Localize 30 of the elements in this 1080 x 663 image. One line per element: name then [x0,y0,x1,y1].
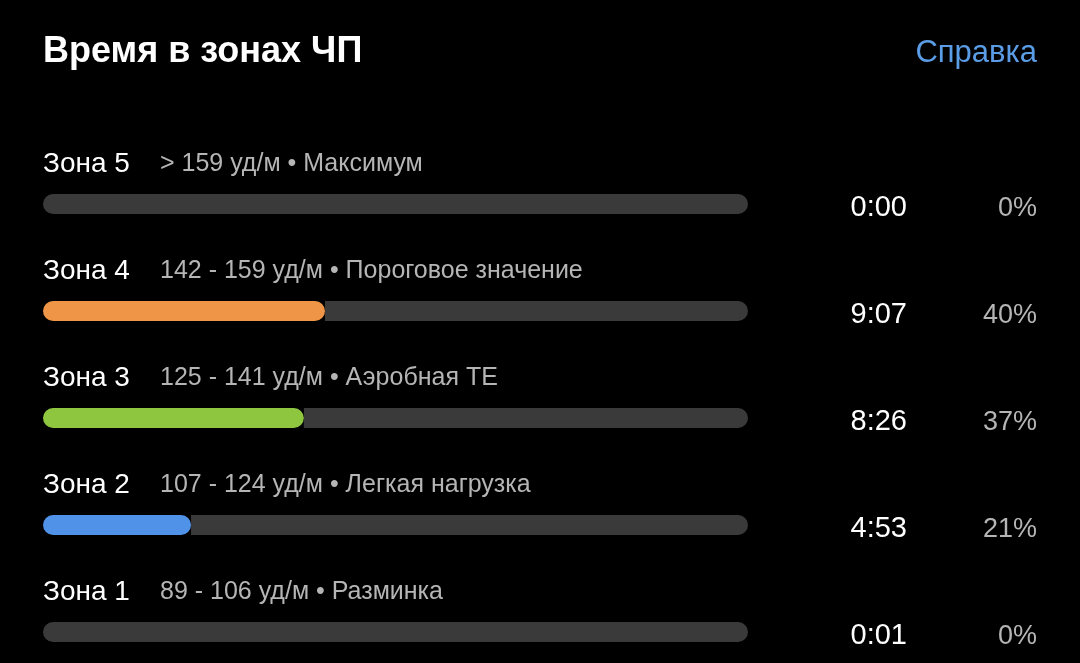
y-tick-label: Зона 3 [43,361,130,392]
text: 9:07 [850,297,907,329]
annotation: 142 - 159 уд/м • Пороговое значение [160,255,583,283]
data-label: 0% [997,192,1037,222]
text: 0:01 [850,618,907,650]
bar [43,301,325,321]
y-tick-label: Зона 5 [43,147,130,178]
text: 0:00 [850,190,907,222]
text: 4:53 [850,511,907,543]
y-tick-label: Зона 4 [43,254,130,285]
text: 8:26 [850,404,907,436]
annotation: 107 - 124 уд/м • Легкая нагрузка [160,469,531,497]
bar [43,408,304,428]
bar [43,194,748,214]
bar [303,408,748,428]
data-label: 40% [982,299,1037,329]
data-label: 0% [997,620,1037,650]
bar [325,301,748,321]
text: Справка [915,34,1038,69]
annotation: > 159 уд/м • Максимум [160,148,423,176]
chart-title: Время в зонах ЧП [43,29,363,70]
bar [191,515,748,535]
data-label: 21% [982,513,1037,543]
annotation: 89 - 106 уд/м • Разминка [160,576,444,604]
annotation: 125 - 141 уд/м • Аэробная TE [160,362,498,390]
bar [43,622,748,642]
y-tick-label: Зона 2 [43,468,130,499]
data-label: 37% [982,406,1037,436]
bar [43,515,192,535]
y-tick-label: Зона 1 [43,575,130,606]
